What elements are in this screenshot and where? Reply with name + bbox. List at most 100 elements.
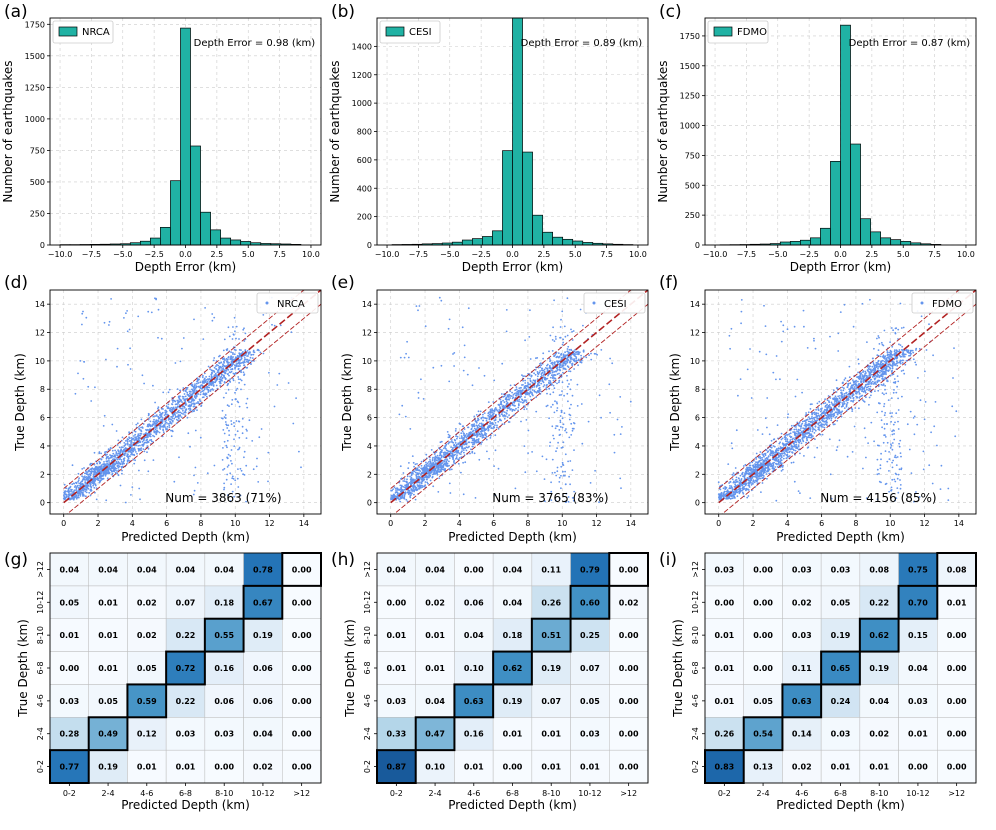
scatter-point (139, 441, 142, 444)
scatter-point (475, 428, 478, 430)
scatter-point (412, 489, 415, 492)
scatter-point (241, 417, 244, 420)
scatter-point (236, 477, 239, 480)
scatter-point (298, 450, 300, 453)
scatter-point (154, 415, 156, 418)
scatter-point (290, 331, 293, 334)
scatter-point (534, 373, 537, 376)
scatter-point (414, 463, 417, 466)
scatter-point (141, 440, 144, 443)
scatter-point (463, 435, 466, 438)
scatter-point (176, 415, 179, 418)
scatter-point (178, 400, 181, 403)
scatter-point (138, 469, 140, 472)
scatter-point (499, 401, 502, 403)
scatter-point (532, 379, 535, 382)
scatter-point (230, 449, 233, 451)
scatter-point (499, 398, 502, 401)
scatter-point (235, 389, 238, 391)
scatter-point (484, 432, 486, 434)
scatter-point (549, 360, 551, 363)
scatter-point (556, 425, 559, 427)
scatter-point (494, 494, 497, 496)
scatter-point (184, 410, 187, 413)
scatter-point (404, 492, 407, 495)
scatter-point (77, 495, 80, 497)
scatter-point (209, 368, 212, 370)
scatter-point (179, 395, 181, 398)
scatter-point (417, 391, 420, 394)
scatter-point (899, 479, 901, 481)
scatter-point (82, 477, 85, 480)
scatter-point (561, 310, 564, 313)
scatter-point (213, 357, 216, 359)
scatter-point (527, 382, 529, 384)
y-tick-label: 4 (367, 442, 372, 451)
scatter-point (465, 443, 467, 446)
scatter-point (809, 426, 811, 429)
scatter-point (533, 390, 536, 393)
scatter-point (160, 418, 163, 421)
scatter-point (799, 440, 802, 443)
scatter-point (202, 381, 205, 383)
scatter-point (143, 441, 146, 444)
scatter-point (90, 486, 92, 488)
scatter-point (489, 425, 492, 427)
scatter-point (139, 444, 141, 447)
scatter-point (440, 299, 443, 302)
scatter-point (409, 428, 412, 430)
legend-box (256, 292, 319, 314)
scatter-point (551, 361, 554, 364)
scatter-point (196, 482, 199, 484)
scatter-point (193, 318, 195, 321)
scatter-point (250, 360, 253, 363)
scatter-point (85, 483, 88, 485)
scatter-point (477, 424, 480, 426)
scatter-point (94, 483, 97, 486)
scatter-point (81, 312, 84, 315)
scatter-point (546, 364, 548, 367)
scatter-point (230, 351, 233, 354)
scatter-point (538, 371, 541, 374)
scatter-point (126, 438, 129, 440)
scatter-point (865, 497, 868, 499)
scatter-point (452, 458, 454, 461)
scatter-point (780, 432, 783, 435)
scatter-point (146, 441, 149, 444)
scatter-point (566, 392, 569, 395)
scatter-point (133, 439, 136, 442)
scatter-point (731, 447, 734, 450)
scatter-point (577, 364, 579, 367)
scatter-point (587, 420, 590, 423)
scatter-point (571, 339, 574, 341)
scatter-point (406, 478, 408, 481)
scatter-point (98, 452, 101, 455)
scatter-point (104, 464, 107, 467)
scatter-point (455, 435, 457, 437)
scatter-point (506, 409, 508, 412)
scatter-point (575, 357, 578, 360)
scatter-point (95, 498, 98, 501)
scatter-point (396, 487, 399, 490)
scatter-points (717, 290, 976, 514)
scatter-point (807, 436, 810, 439)
scatter-point (194, 402, 196, 405)
scatter-point (873, 440, 875, 443)
scatter-point (202, 396, 205, 398)
scatter-point (432, 461, 434, 464)
scatter-point (524, 396, 526, 398)
scatter-point (830, 401, 833, 404)
scatter-point (179, 411, 182, 414)
scatter-point (246, 355, 248, 357)
scatter-point (178, 411, 180, 414)
scatter-point (227, 424, 230, 427)
y-tick-label: 6 (367, 414, 372, 423)
scatter-point (252, 351, 255, 353)
scatter-point (167, 407, 170, 410)
scatter-point (197, 402, 200, 404)
scatter-point (556, 382, 558, 385)
scatter-point (737, 394, 739, 397)
scatter-point (545, 386, 548, 389)
scatter-point (232, 477, 235, 480)
scatter-point (137, 444, 140, 447)
